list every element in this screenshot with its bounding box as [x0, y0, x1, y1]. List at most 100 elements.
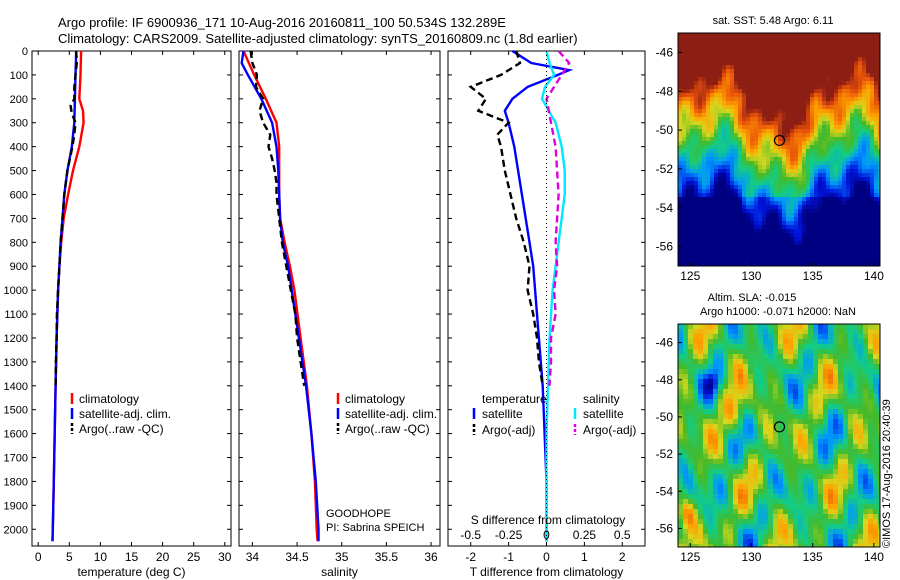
heatmap-cell [738, 133, 743, 138]
heatmap-cell [830, 213, 835, 218]
heatmap-cell [774, 197, 779, 202]
heatmap-cell [742, 237, 747, 242]
argo-position-marker [773, 134, 786, 147]
heatmap-cell [706, 165, 711, 170]
heatmap-cell [748, 474, 754, 480]
heatmap-cell [783, 509, 789, 515]
heatmap-cell [798, 529, 804, 535]
heatmap-cell [754, 237, 759, 242]
heatmap-cell [788, 439, 794, 445]
heatmap-cell [690, 261, 695, 266]
heatmap-cell [748, 364, 754, 370]
heatmap-cell [758, 444, 764, 450]
heatmap-cell [862, 237, 867, 242]
heatmap-cell [682, 53, 687, 58]
heatmap-cell [798, 524, 804, 530]
heatmap-cell [746, 121, 751, 126]
heatmap-cell [678, 157, 683, 162]
heatmap-cell [773, 494, 779, 500]
heatmap-cell [738, 261, 743, 266]
heatmap-cell [866, 101, 871, 106]
heatmap-cell [850, 49, 855, 54]
heatmap-cell [826, 253, 831, 258]
heatmap-cell [838, 209, 843, 214]
heatmap-cell [793, 434, 799, 440]
heatmap-cell [723, 484, 729, 490]
heatmap-cell [782, 41, 787, 46]
heatmap-cell [743, 359, 749, 365]
heatmap-cell [718, 85, 723, 90]
heatmap-cell [814, 217, 819, 222]
heatmap-cell [834, 61, 839, 66]
heatmap-cell [850, 105, 855, 110]
heatmap-cell [843, 489, 849, 495]
heatmap-cell [802, 145, 807, 150]
heatmap-cell [722, 153, 727, 158]
heatmap-cell [786, 37, 791, 42]
legend-label: Argo(..raw -QC) [79, 422, 164, 436]
heatmap-cell [798, 474, 804, 480]
heatmap-cell [790, 153, 795, 158]
heatmap-cell [694, 121, 699, 126]
heatmap-cell [830, 129, 835, 134]
heatmap-cell [754, 73, 759, 78]
heatmap-cell [858, 324, 864, 330]
heatmap-cell [742, 49, 747, 54]
heatmap-cell [826, 49, 831, 54]
heatmap-cell [723, 374, 729, 380]
heatmap-cell [693, 494, 699, 500]
heatmap-cell [873, 494, 879, 500]
heatmap-cell [678, 261, 683, 266]
heatmap-cell [834, 209, 839, 214]
heatmap-cell [868, 394, 874, 400]
heatmap-cell [814, 65, 819, 70]
heatmap-cell [750, 249, 755, 254]
heatmap-cell [730, 165, 735, 170]
heatmap-cell [746, 113, 751, 118]
heatmap-cell [798, 499, 804, 505]
heatmap-cell [734, 45, 739, 50]
heatmap-cell [774, 261, 779, 266]
heatmap-cell [750, 261, 755, 266]
heatmap-cell [768, 469, 774, 475]
heatmap-cell [698, 113, 703, 118]
heatmap-cell [738, 201, 743, 206]
heatmap-cell [808, 389, 814, 395]
heatmap-cell [746, 201, 751, 206]
heatmap-cell [706, 113, 711, 118]
temperature-panel: 0 5 10 15 20 25 300100200300400500600700800900… [4, 46, 232, 579]
heatmap-cell [708, 509, 714, 515]
heatmap-cell [683, 449, 689, 455]
heatmap-cell [786, 145, 791, 150]
heatmap-cell [786, 73, 791, 78]
heatmap-cell [808, 324, 814, 330]
heatmap-cell [686, 69, 691, 74]
heatmap-cell [686, 257, 691, 262]
heatmap-cell [710, 193, 715, 198]
heatmap-cell [738, 85, 743, 90]
heatmap-cell [878, 449, 881, 455]
heatmap-cell [710, 237, 715, 242]
heatmap-cell [826, 69, 831, 74]
heatmap-cell [698, 484, 704, 490]
heatmap-cell [766, 225, 771, 230]
heatmap-cell [722, 257, 727, 262]
heatmap-cell [686, 41, 691, 46]
heatmap-cell [854, 157, 859, 162]
heatmap-cell [822, 185, 827, 190]
heatmap-cell [863, 399, 869, 405]
heatmap-cell [686, 161, 691, 166]
heatmap-cell [748, 529, 754, 535]
heatmap-cell [878, 524, 881, 530]
heatmap-cell [686, 121, 691, 126]
heatmap-cell [818, 69, 823, 74]
heatmap-cell [866, 157, 871, 162]
heatmap-cell [738, 399, 744, 405]
heatmap-cell [690, 141, 695, 146]
heatmap-cell [714, 205, 719, 210]
heatmap-cell [870, 57, 875, 62]
heatmap-cell [786, 61, 791, 66]
heatmap-cell [722, 85, 727, 90]
heatmap-cell [870, 69, 875, 74]
heatmap-cell [748, 324, 754, 330]
